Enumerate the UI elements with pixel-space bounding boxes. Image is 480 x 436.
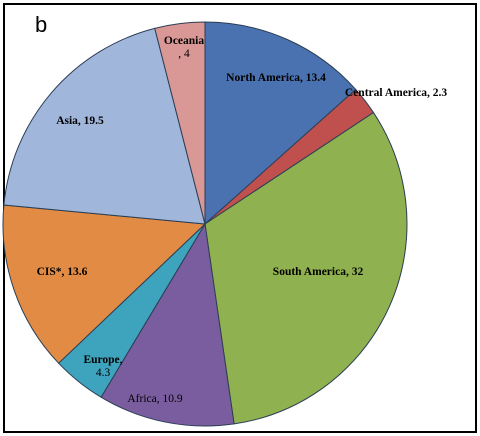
pie-slice-asia (3, 27, 206, 225)
data-label-oceania: Oceania, 4 (164, 35, 204, 60)
data-label-europe: Europe, 4.3 (83, 354, 122, 379)
pie-slice-cis (2, 204, 207, 364)
data-label-north-america: North America, 13.4 (226, 72, 326, 84)
pie-slice-oceania (154, 21, 206, 225)
pie-slice-africa (100, 222, 235, 427)
data-label-africa: Africa, 10.9 (127, 393, 182, 405)
data-label-cis: CIS*, 13.6 (37, 266, 88, 278)
data-label-central-america: Central America, 2.3 (345, 87, 447, 99)
panel-letter: b (35, 12, 48, 37)
pie-slice-south-america (204, 111, 408, 425)
pie-slice-north-america (204, 21, 357, 226)
data-label-south-america: South America, 32 (273, 266, 364, 278)
data-label-asia: Asia, 19.5 (56, 115, 104, 127)
